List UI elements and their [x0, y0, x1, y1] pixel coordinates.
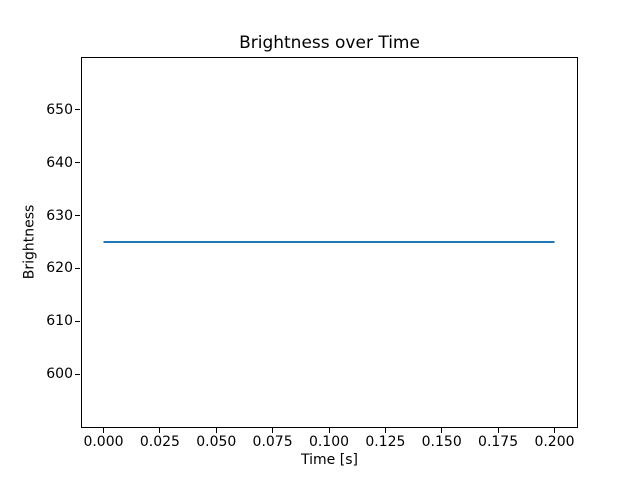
y-tick-mark: [75, 320, 80, 322]
x-tick-mark: [441, 428, 443, 433]
y-tick-label: 640: [46, 154, 73, 171]
x-tick-label: 0.125: [365, 434, 406, 450]
y-tick-mark: [75, 373, 80, 375]
y-tick-label: 600: [46, 366, 73, 383]
x-tick-mark: [554, 428, 555, 433]
y-tick-label: 610: [46, 313, 73, 330]
x-tick-label: 0.050: [196, 434, 237, 450]
x-tick-label: 0.000: [83, 434, 124, 450]
x-tick-label: 0.075: [252, 434, 293, 450]
x-axis-label: Time [s]: [301, 452, 358, 468]
y-tick-label: 650: [46, 101, 73, 118]
x-tick-label: 0.175: [478, 434, 519, 450]
x-tick-label: 0.200: [534, 434, 575, 450]
x-tick-mark: [497, 428, 499, 433]
chart-title: Brightness over Time: [239, 33, 420, 53]
y-tick-label: 630: [46, 207, 73, 224]
x-tick-mark: [159, 428, 161, 433]
x-tick-label: 0.150: [421, 434, 462, 450]
y-tick-mark: [75, 267, 80, 269]
y-tick-mark: [75, 215, 80, 217]
y-tick-label: 620: [46, 260, 73, 277]
x-tick-mark: [384, 428, 386, 433]
x-tick-mark: [103, 428, 104, 433]
x-tick-label: 0.100: [308, 434, 350, 450]
x-tick-mark: [328, 428, 330, 433]
y-tick-mark: [75, 109, 80, 111]
plot-area: [81, 57, 578, 428]
x-tick-mark: [215, 428, 217, 433]
x-tick-label: 0.025: [139, 434, 180, 450]
y-tick-mark: [75, 162, 80, 164]
y-axis-label: Brightness: [21, 204, 38, 280]
x-tick-mark: [272, 428, 274, 433]
